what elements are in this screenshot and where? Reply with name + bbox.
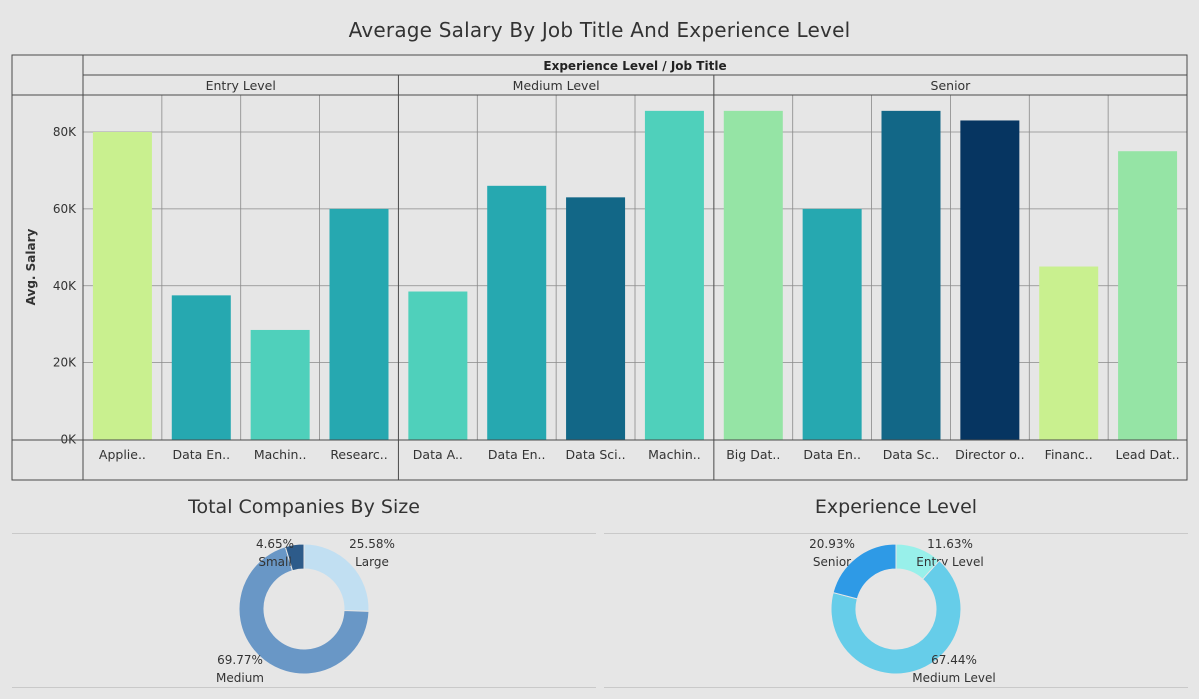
slice-percent-label: 20.93% [809,537,855,551]
slice-percent-label: 25.58% [349,537,395,551]
slice-name-label: Medium [216,671,264,685]
bar [723,110,783,440]
bar [408,291,468,440]
y-tick-label: 20K [53,356,77,370]
x-tick-label: Lead Dat.. [1116,447,1180,462]
x-tick-label: Researc.. [330,447,387,462]
slice-name-label: Medium Level [912,671,995,685]
slice-percent-label: 69.77% [217,653,263,667]
pie-slice [284,543,305,572]
slice-name-label: Small [258,555,291,569]
x-tick-label: Data En.. [172,447,230,462]
divider [604,533,1188,534]
x-tick-label: Financ.. [1045,447,1093,462]
x-tick-label: Data A.. [413,447,463,462]
group-label: Senior [931,78,972,93]
bar [92,132,152,440]
pie-slice [238,546,370,675]
donut-chart-experience-level: 11.63% Entry Level 67.44% Medium Level 20.93… [809,537,996,685]
bar [566,197,626,440]
bar [644,110,704,440]
pie-slice [830,559,962,675]
x-tick-label: Data Sci.. [566,447,626,462]
chart-frame [11,54,1188,481]
x-tick-label: Big Dat.. [726,447,780,462]
slice-percent-label: 11.63% [927,537,973,551]
x-tick-label: Data En.. [803,447,861,462]
bar [487,185,547,440]
bar [329,208,389,440]
x-tick-label: Applie.. [99,447,146,462]
donut-title-experience: Experience Level [814,496,978,518]
x-tick-label: Director o.. [955,447,1025,462]
pie-slice [832,543,897,600]
group-label: Medium Level [513,78,600,93]
slice-percent-label: 67.44% [931,653,977,667]
slice-name-label: Senior [813,555,851,569]
x-tick-label: Machin.. [648,447,701,462]
y-axis-label: Avg. Salary [24,228,38,305]
divider [604,687,1188,688]
bar [802,208,862,440]
bar [881,110,941,440]
y-tick-label: 80K [53,125,77,139]
chart-title: Average Salary By Job Title And Experien… [348,18,851,42]
x-tick-label: Machin.. [254,447,307,462]
slice-name-label: Large [355,555,389,569]
divider [12,687,596,688]
x-tick-label: Data Sc.. [883,447,940,462]
group-label: Entry Level [206,78,276,93]
donut-chart-company-size: 25.58% Large 69.77% Medium 4.65% Small [216,537,395,685]
slice-percent-label: 4.65% [256,537,294,551]
bar [171,295,231,440]
bar [960,120,1020,440]
x-tick-label: Data En.. [488,447,546,462]
y-tick-label: 40K [53,279,77,293]
slice-name-label: Entry Level [916,555,983,569]
bar [250,329,310,440]
y-tick-label: 60K [53,202,77,216]
header-label: Experience Level / Job Title [543,59,726,73]
bar [1039,266,1099,440]
bar [1118,151,1178,440]
divider [12,533,596,534]
donut-title-companies: Total Companies By Size [188,496,420,518]
